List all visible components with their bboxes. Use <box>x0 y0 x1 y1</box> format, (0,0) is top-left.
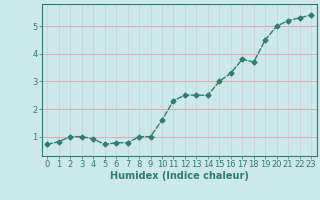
X-axis label: Humidex (Indice chaleur): Humidex (Indice chaleur) <box>110 171 249 181</box>
